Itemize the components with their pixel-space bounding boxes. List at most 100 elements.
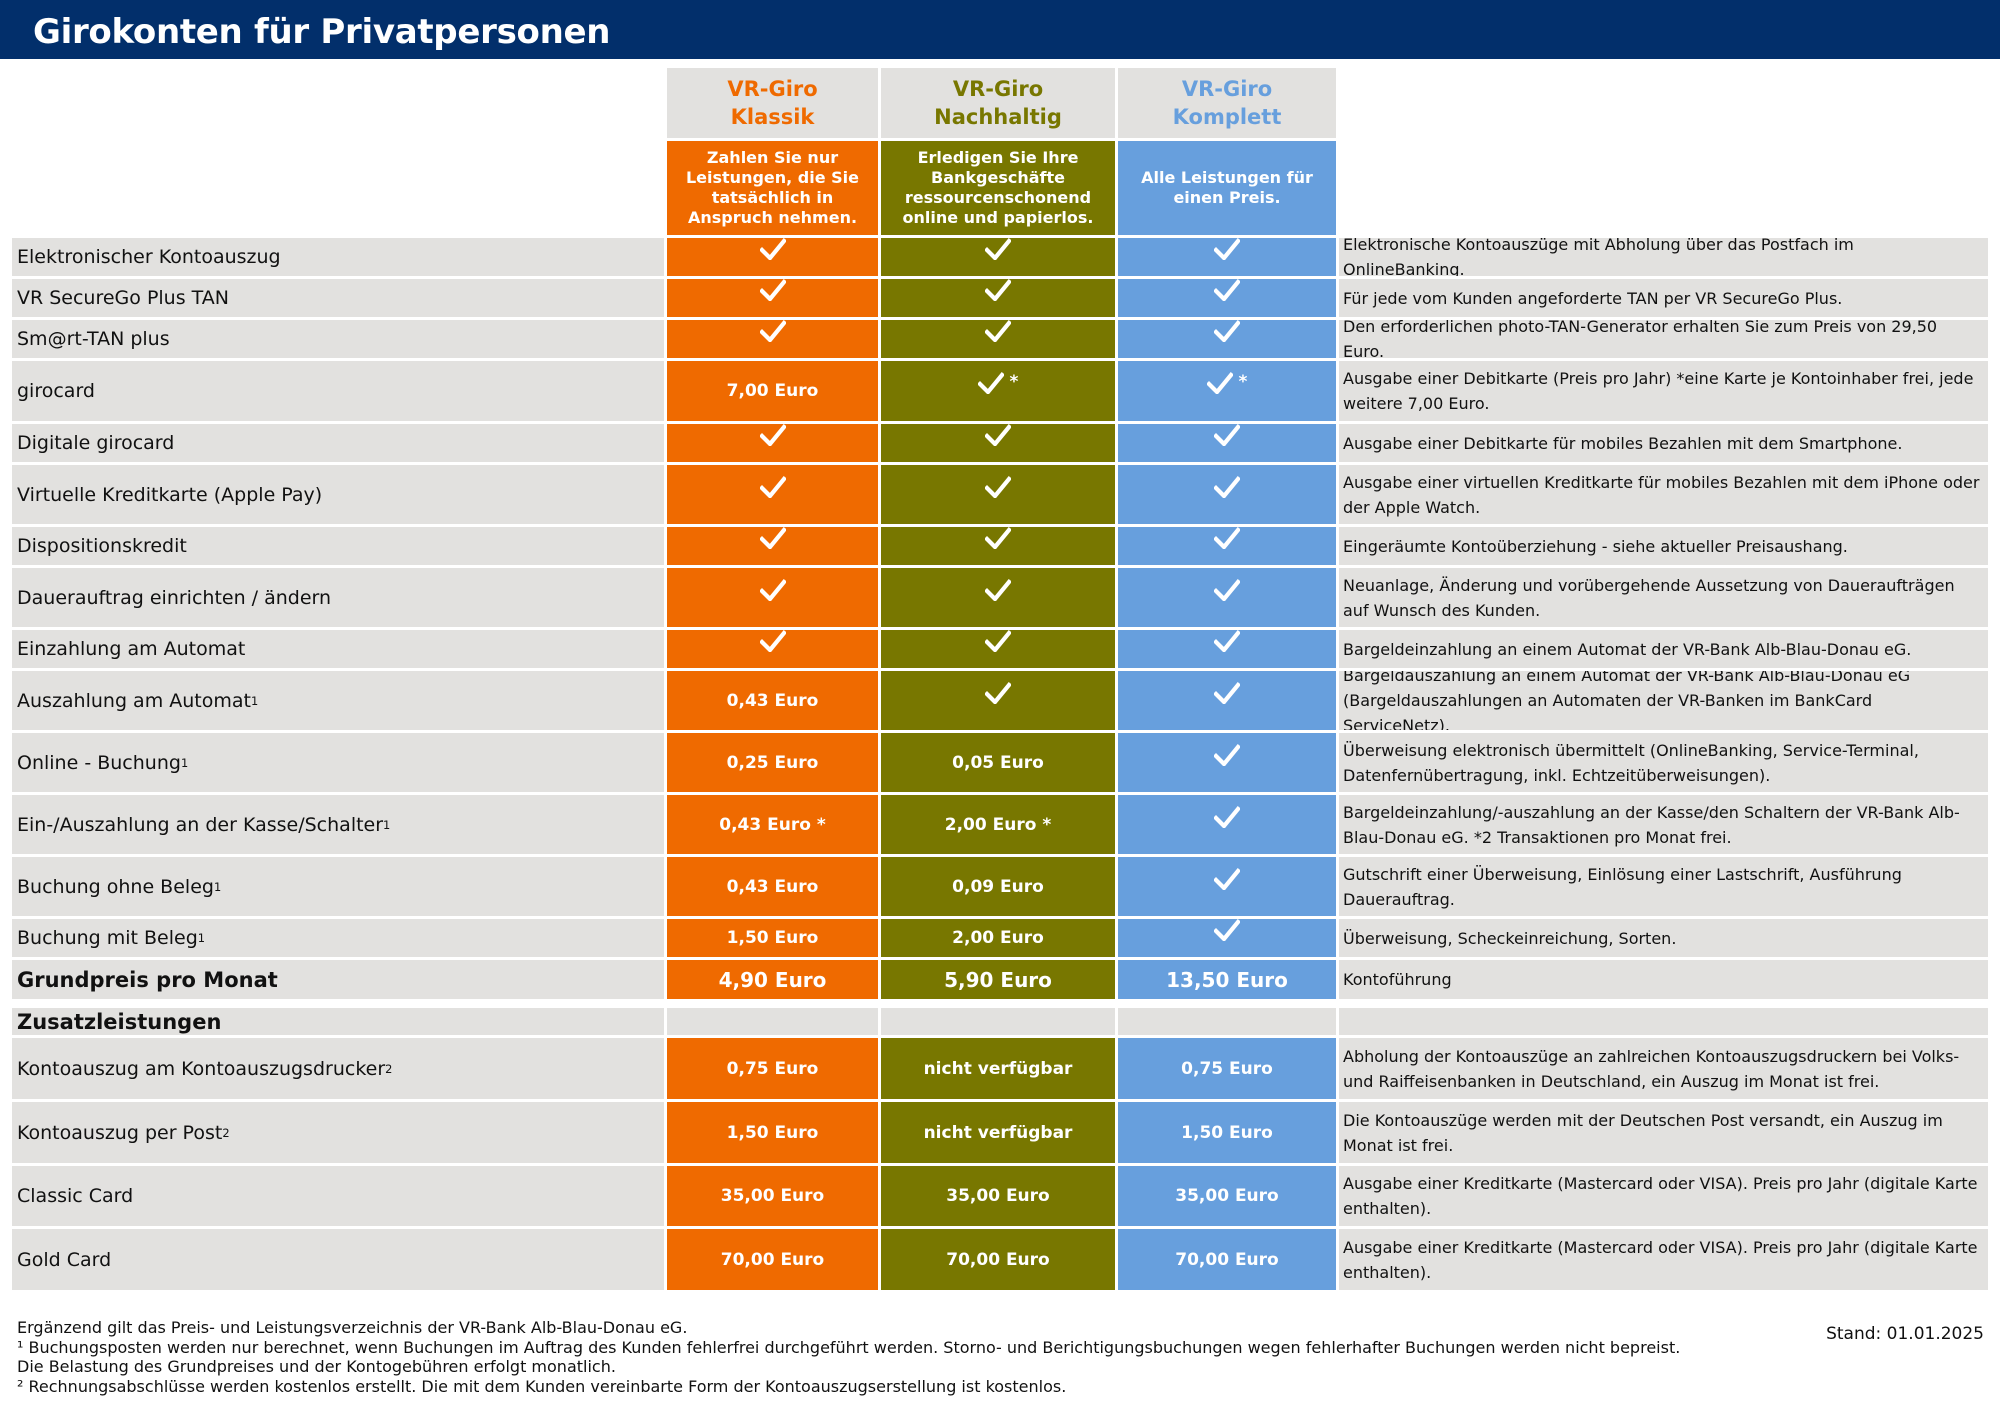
feature-label: Elektronischer Kontoauszug: [12, 238, 664, 276]
cell-klassik: 0,25 Euro: [667, 733, 878, 792]
price-value: 0,09 Euro: [952, 876, 1044, 897]
checkmark-icon: [985, 424, 1011, 446]
checkmark-icon: [1214, 527, 1240, 549]
feature-label: Ein-/Auszahlung an der Kasse/Schalter 1: [12, 795, 664, 854]
cell-komplett: [1118, 630, 1336, 668]
section-title-zusatzleistungen: Zusatzleistungen: [12, 1008, 664, 1035]
cell-klassik: 70,00 Euro: [667, 1229, 878, 1290]
checkmark-icon: [985, 527, 1011, 549]
price-value: 1,50 Euro: [726, 928, 819, 948]
cell-nachhaltig: 0,05 Euro: [881, 733, 1115, 792]
checkmark-icon: [759, 527, 786, 549]
cell-nachhaltig: 0,09 Euro: [881, 857, 1115, 916]
cell-komplett: 13,50 Euro: [1118, 960, 1336, 999]
feature-text: Digitale girocard: [17, 432, 175, 454]
feature-label: Einzahlung am Automat: [12, 630, 664, 668]
cell-nachhaltig: nicht verfügbar: [881, 1102, 1115, 1163]
column-name-line2: Nachhaltig: [934, 105, 1062, 129]
price-value: nicht verfügbar: [923, 1122, 1073, 1143]
checkmark-icon: [1214, 320, 1240, 342]
cell-klassik: 7,00 Euro: [667, 361, 878, 421]
section-title-text: Zusatzleistungen: [17, 1009, 222, 1034]
row-description: Neuanlage, Änderung und vorübergehende A…: [1339, 568, 1988, 627]
checkmark-icon: [985, 630, 1011, 652]
cell-komplett: [1118, 671, 1336, 730]
feature-text: Sm@rt-TAN plus: [17, 328, 170, 350]
feature-text: Kontoauszug am Kontoauszugsdrucker: [17, 1057, 386, 1080]
cell-klassik: [667, 630, 878, 668]
cell-klassik: 1,50 Euro: [667, 1102, 878, 1163]
feature-label: Grundpreis pro Monat: [12, 960, 664, 999]
price-value: 70,00 Euro: [946, 1249, 1050, 1270]
cell-klassik: 35,00 Euro: [667, 1166, 878, 1226]
cell-nachhaltig: [881, 527, 1115, 565]
feature-text: girocard: [17, 380, 95, 402]
page-title: Girokonten für Privatpersonen: [33, 12, 611, 52]
description-text: Abholung der Kontoauszüge an zahlreichen…: [1343, 1046, 1960, 1091]
feature-text: Auszahlung am Automat: [17, 689, 251, 712]
feature-text: Kontoauszug per Post: [17, 1121, 223, 1144]
checkmark-icon: [977, 372, 1004, 394]
checkmark-icon: [759, 578, 786, 601]
cell-komplett: [1118, 733, 1336, 792]
checkmark-icon: [1214, 424, 1240, 446]
cell-komplett: [1118, 568, 1336, 627]
feature-label: Kontoauszug per Post 2: [12, 1102, 664, 1163]
description-text: Bargeldauszahlung an einem Automat der V…: [1343, 671, 1911, 730]
feature-text: Buchung mit Beleg: [17, 927, 198, 949]
row-description: Gutschrift einer Überweisung, Einlösung …: [1339, 857, 1988, 916]
row-description: Ausgabe einer Kreditkarte (Mastercard od…: [1339, 1229, 1988, 1290]
cell-klassik: 0,75 Euro: [667, 1038, 878, 1099]
checkmark-icon: [985, 238, 1011, 260]
description-text: Ausgabe einer Debitkarte (Preis pro Jahr…: [1343, 369, 1974, 413]
cell-nachhaltig: [881, 238, 1115, 276]
cell-komplett: 35,00 Euro: [1118, 1166, 1336, 1226]
price-value: nicht verfügbar: [923, 1058, 1073, 1079]
price-value: 1,50 Euro: [726, 1122, 819, 1143]
footnote-line: ² Rechnungsabschlüsse werden kostenlos e…: [17, 1376, 1067, 1396]
row-description: Ausgabe einer virtuellen Kreditkarte für…: [1339, 465, 1988, 524]
cell-klassik: [667, 279, 878, 317]
price-value: 0,43 Euro: [726, 876, 819, 897]
cell-nachhaltig: 5,90 Euro: [881, 960, 1115, 999]
cell-komplett: [1118, 527, 1336, 565]
feature-text: Elektronischer Kontoauszug: [17, 246, 281, 268]
price-value: 0,43 Euro *: [719, 814, 826, 835]
feature-text: Buchung ohne Beleg: [17, 875, 214, 898]
column-header-klassik: VR-Giro Klassik: [667, 68, 878, 138]
row-description: Kontoführung: [1339, 960, 1988, 999]
row-description: Den erforderlichen photo-TAN-Generator e…: [1339, 320, 1988, 358]
cell-klassik: 0,43 Euro: [667, 857, 878, 916]
row-description: Die Kontoauszüge werden mit der Deutsche…: [1339, 1102, 1988, 1163]
price-value: 2,00 Euro *: [944, 814, 1052, 835]
cell-klassik: [667, 238, 878, 276]
cell-nachhaltig: [881, 424, 1115, 462]
checkmark-icon: [1214, 238, 1240, 260]
checkmark-icon: [759, 279, 786, 301]
cell-klassik: [667, 424, 878, 462]
footnote-asterisk: *: [1238, 372, 1248, 392]
feature-text: Online - Buchung: [17, 751, 181, 774]
checkmark-icon: [1214, 279, 1240, 301]
cell-klassik: 1,50 Euro: [667, 919, 878, 957]
cell-klassik: 0,43 Euro: [667, 671, 878, 730]
blank-cell: [1118, 1008, 1336, 1035]
description-text: Überweisung elektronisch übermittelt (On…: [1343, 740, 1919, 785]
cell-komplett: [1118, 320, 1336, 358]
row-description: Bargeldeinzahlung an einem Automat der V…: [1339, 630, 1988, 668]
cell-nachhaltig: 70,00 Euro: [881, 1229, 1115, 1290]
checkmark-icon: [1214, 630, 1240, 652]
blank-cell: [667, 1008, 878, 1035]
cell-nachhaltig: [881, 630, 1115, 668]
checkmark-icon: [985, 681, 1011, 704]
checkmark-icon: [759, 320, 786, 342]
price-value: 0,75 Euro: [1181, 1058, 1273, 1079]
feature-text: Dispositionskredit: [17, 535, 187, 557]
footnotes: Ergänzend gilt das Preis- und Leistungsv…: [17, 1318, 1680, 1396]
cell-komplett: [1118, 238, 1336, 276]
cell-nachhaltig: nicht verfügbar: [881, 1038, 1115, 1099]
cell-nachhaltig: [881, 320, 1115, 358]
row-description: Elektronische Kontoauszüge mit Abholung …: [1339, 238, 1988, 276]
cell-klassik: [667, 320, 878, 358]
cell-nachhaltig: 2,00 Euro *: [881, 795, 1115, 854]
